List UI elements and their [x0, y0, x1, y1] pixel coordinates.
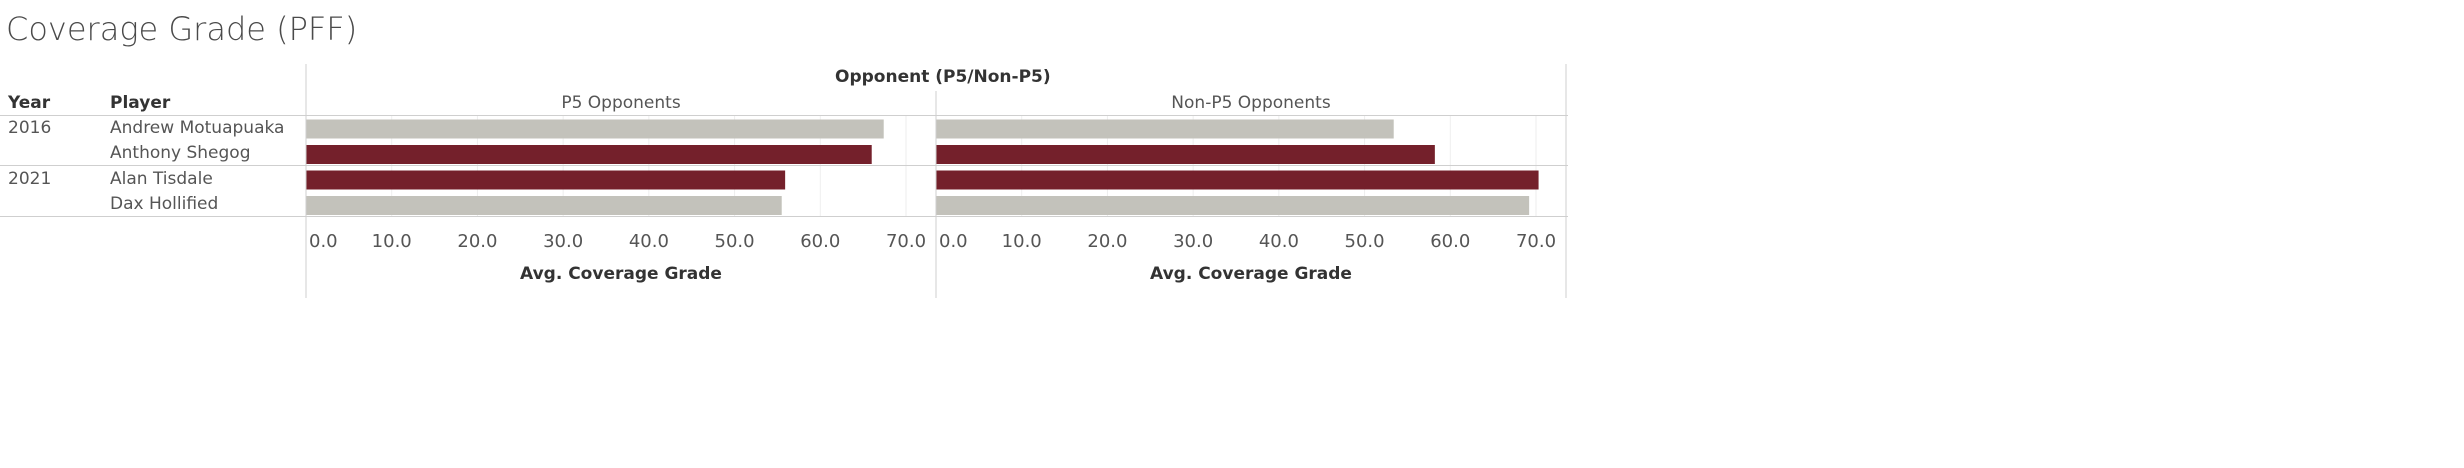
x-tick-label: 40.0	[629, 231, 669, 252]
row-year-2016: 2016	[8, 118, 52, 138]
x-tick-label: 20.0	[1087, 231, 1127, 252]
player-header: Player	[110, 93, 171, 113]
x-tick-label: 0.0	[309, 231, 338, 252]
bar	[936, 119, 1394, 139]
x-tick-label: 10.0	[372, 231, 412, 252]
x-tick-label: 50.0	[1345, 231, 1385, 252]
row-player: Andrew Motuapuaka	[110, 118, 285, 138]
x-axis-title-non-p5: Avg. Coverage Grade	[1150, 264, 1352, 284]
x-tick-label: 20.0	[457, 231, 497, 252]
bar	[306, 145, 872, 164]
bar-chart: 0.0 10.0 20.0 30.0 40.0 50.0 60.0 70.0 0.0 10.0 20…	[0, 64, 1568, 298]
bar	[306, 196, 782, 215]
chart-title: Coverage Grade (PFF)	[6, 10, 358, 48]
x-tick-label: 40.0	[1259, 231, 1299, 252]
row-player: Dax Hollified	[110, 194, 219, 214]
x-tick-label: 50.0	[715, 231, 755, 252]
bar	[306, 119, 884, 139]
x-tick-label: 0.0	[939, 231, 968, 252]
year-header: Year	[8, 93, 51, 113]
x-axis-title-p5: Avg. Coverage Grade	[520, 264, 722, 284]
bar	[936, 145, 1435, 164]
row-player: Anthony Shegog	[110, 143, 251, 163]
bar	[306, 170, 786, 190]
x-tick-label: 30.0	[1173, 231, 1213, 252]
x-tick-label: 30.0	[543, 231, 583, 252]
row-player: Alan Tisdale	[110, 169, 213, 189]
bar	[936, 170, 1539, 190]
row-year-2021: 2021	[8, 169, 52, 189]
x-tick-label: 70.0	[886, 231, 926, 252]
x-tick-label: 60.0	[800, 231, 840, 252]
column-group-header: Opponent (P5/Non-P5)	[835, 67, 1051, 87]
pane-header-non-p5: Non-P5 Opponents	[1171, 93, 1331, 113]
x-tick-label: 70.0	[1516, 231, 1556, 252]
bar	[936, 196, 1530, 215]
x-tick-label: 60.0	[1430, 231, 1470, 252]
pane-header-p5: P5 Opponents	[561, 93, 681, 113]
x-tick-label: 10.0	[1002, 231, 1042, 252]
